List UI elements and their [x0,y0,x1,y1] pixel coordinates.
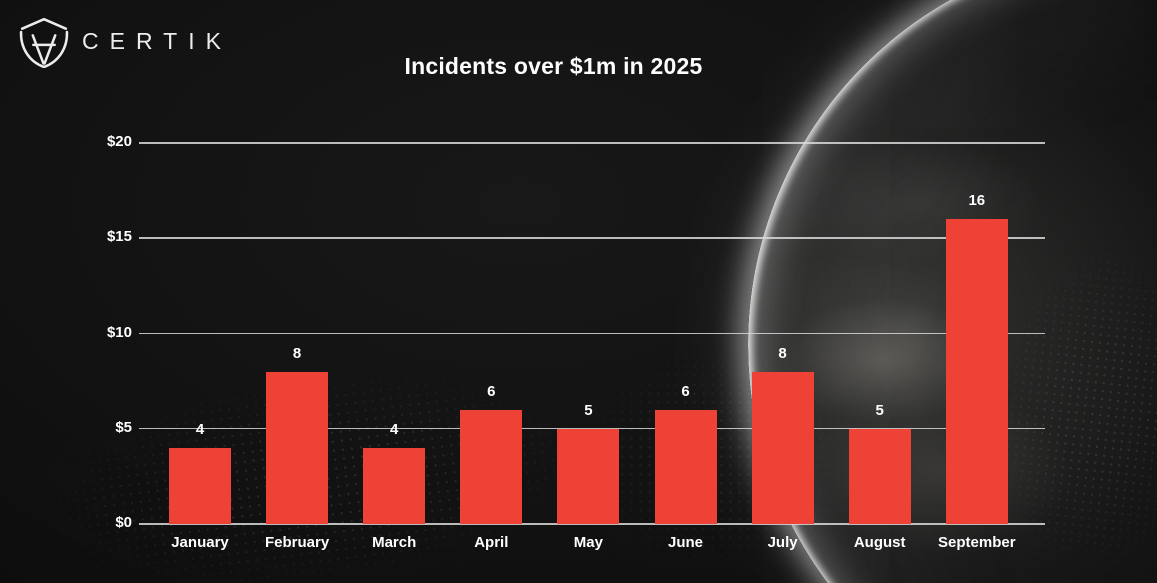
bar-value-label-january: 4 [195,420,205,438]
bar-value-label-july: 8 [778,344,787,362]
bar-february [266,371,329,524]
bar-july [751,371,814,524]
gridline-10 [139,332,1045,335]
y-tick-label: $10 [106,323,132,341]
bar-value-label-august: 5 [875,401,884,419]
bar-value-label-june: 6 [681,382,690,400]
x-axis-label-august: August [853,534,906,551]
bar-value-label-march: 4 [390,420,399,438]
bar-march [363,447,426,524]
certik-logo: CERTIK [16,12,232,70]
x-axis-label-september: September [938,534,1016,551]
x-axis-label-february: February [264,534,330,551]
y-tick-label: $20 [106,133,132,150]
y-tick-label: $0 [115,514,132,531]
x-axis-label-march: March [372,534,417,551]
bar-value-label-september: 16 [968,192,986,210]
gridline-20 [139,142,1045,144]
y-tick-label: $5 [115,418,132,436]
certik-wordmark: CERTIK [82,28,232,54]
x-axis-label-april: April [474,534,509,551]
x-axis-label-january: January [171,534,229,551]
bar-april [460,409,523,524]
x-axis-label-june: June [667,534,703,551]
gridline-15 [139,237,1045,239]
x-axis-label-may: May [573,534,603,551]
certik-shield-icon [19,17,69,69]
bar-may [557,428,620,525]
bar-value-label-february: 8 [292,344,302,362]
bar-june [654,409,717,524]
gridline-5 [139,427,1045,430]
chart-title: Incidents over $1m in 2025 [404,53,703,79]
bar-value-label-may: 5 [584,401,593,419]
x-axis-label-july: July [767,534,798,551]
bar-january [169,447,231,524]
y-tick-label: $15 [106,228,132,246]
bar-value-label-april: 6 [487,382,496,400]
bar-september [945,219,1008,524]
bar-august [848,428,911,525]
